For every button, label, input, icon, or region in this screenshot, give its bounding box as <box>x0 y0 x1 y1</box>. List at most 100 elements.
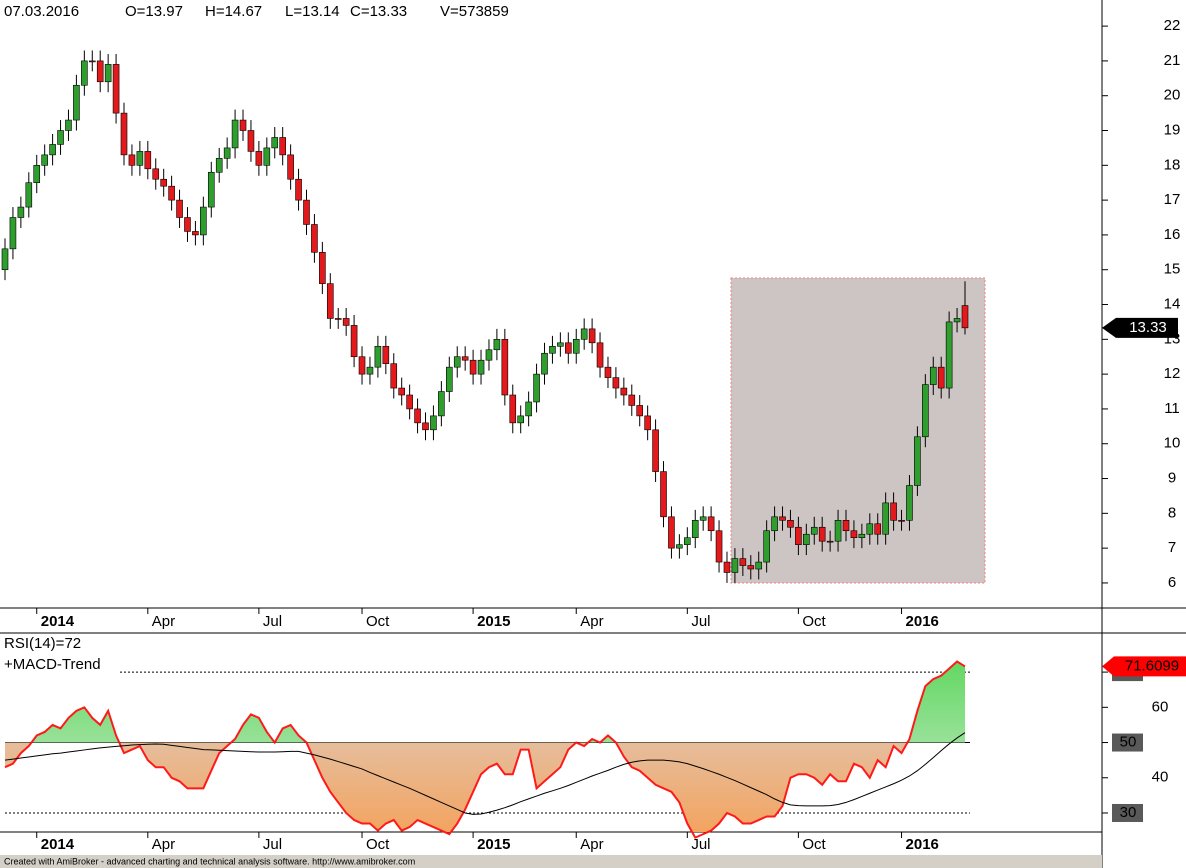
x-tick-label: 2014 <box>41 836 75 853</box>
y-tick-label: 30 <box>1120 804 1137 821</box>
candle-body <box>914 436 921 486</box>
candle-body <box>223 147 231 159</box>
y-tick-box <box>1112 733 1143 752</box>
x-tick-label: 2016 <box>906 613 939 630</box>
x-tick-label: Jul <box>263 836 282 853</box>
candle-body <box>898 519 905 522</box>
candle-body <box>660 471 667 518</box>
candle-body <box>850 530 858 538</box>
candle-body <box>17 206 25 218</box>
y-tick-label: 9 <box>1168 470 1176 487</box>
candle-body <box>414 408 421 424</box>
ohlcv: O=13.97 <box>125 3 183 20</box>
candle-body <box>57 130 64 145</box>
x-tick-label: Oct <box>366 836 390 853</box>
candle-body <box>382 345 390 364</box>
candle-body <box>96 60 104 83</box>
x-tick-label: Oct <box>366 613 390 630</box>
candle-body <box>342 318 350 326</box>
legend-entry: +MACD-Trend <box>4 656 101 673</box>
x-tick-label: Apr <box>580 836 603 853</box>
candle-body <box>255 151 263 166</box>
x-tick-label: Oct <box>802 613 826 630</box>
y-tick-label: 14 <box>1164 295 1181 312</box>
candle-body <box>263 147 271 166</box>
candle-body <box>422 422 429 431</box>
candle-body <box>509 394 517 424</box>
candle-body <box>684 537 691 545</box>
candle-body <box>771 516 778 532</box>
candle-body <box>279 137 286 156</box>
candle-body <box>303 199 310 225</box>
candle-body <box>406 394 413 410</box>
y-tick-label: 6 <box>1168 574 1176 591</box>
y-tick-label: 50 <box>1120 734 1137 751</box>
candle-body <box>231 119 239 149</box>
candle-body <box>366 366 374 375</box>
candle-body <box>453 356 461 368</box>
ohlcv: L=13.14 <box>285 3 340 20</box>
candle-body <box>374 345 382 368</box>
x-tick-label: Jul <box>263 613 282 630</box>
candle-body <box>826 540 834 543</box>
candle-body <box>533 373 540 403</box>
legend-entry: RSI(14)=72 <box>4 635 81 652</box>
candle-body <box>572 339 580 354</box>
candle-body <box>945 321 953 389</box>
candle-body <box>549 345 556 354</box>
y-tick-label: 22 <box>1164 17 1181 34</box>
candle-body <box>525 401 532 417</box>
candle-body <box>477 359 485 375</box>
candle-body <box>144 151 152 170</box>
y-tick-label: 60 <box>1152 698 1169 715</box>
price-tag <box>1102 317 1178 338</box>
candle-body <box>906 485 913 521</box>
y-tick-label: 17 <box>1164 191 1181 208</box>
candle-body <box>747 565 755 570</box>
candle-body <box>200 206 207 236</box>
candle-body <box>176 199 183 218</box>
series-line <box>4 660 966 839</box>
candle-body <box>715 530 723 563</box>
candle-body <box>81 60 88 86</box>
candle-body <box>438 391 445 417</box>
value-tag <box>1102 656 1186 677</box>
candle-body <box>755 561 763 570</box>
candle-body <box>215 158 223 173</box>
highlight-box <box>730 277 986 584</box>
y-tick-label: 40 <box>1152 769 1169 786</box>
series-line <box>4 732 966 815</box>
candle-body <box>73 84 80 121</box>
candle-body <box>25 182 33 208</box>
candle-body <box>9 217 17 250</box>
candle-body <box>620 387 628 396</box>
candle-body <box>929 366 937 385</box>
candle-body <box>112 64 120 114</box>
candle-body <box>699 516 707 521</box>
candle-body <box>834 519 842 542</box>
candle-body <box>152 168 160 180</box>
candle-body <box>628 394 636 406</box>
candle-body <box>636 405 644 417</box>
x-tick-label: 2014 <box>41 613 75 630</box>
footer: Created with AmiBroker - advanced charti… <box>4 856 415 866</box>
candle-body <box>763 530 770 563</box>
candle-body <box>295 178 302 201</box>
x-tick-label: 2015 <box>477 836 510 853</box>
candle-body <box>65 119 72 131</box>
y-tick-label: 7 <box>1168 539 1176 556</box>
candle-body <box>882 502 889 535</box>
candle-body <box>604 366 612 378</box>
candle-body <box>485 349 493 361</box>
candle-body <box>676 544 683 549</box>
candle-body <box>961 305 969 329</box>
ohlcv: V=573859 <box>440 3 509 20</box>
x-tick-label: Jul <box>691 613 710 630</box>
y-tick-label: 21 <box>1164 52 1181 69</box>
candle-body <box>390 363 398 389</box>
candle-body <box>398 387 405 396</box>
y-tick-label: 18 <box>1164 156 1181 173</box>
y-tick-label: 10 <box>1164 435 1181 452</box>
x-tick-label: Oct <box>802 836 826 853</box>
